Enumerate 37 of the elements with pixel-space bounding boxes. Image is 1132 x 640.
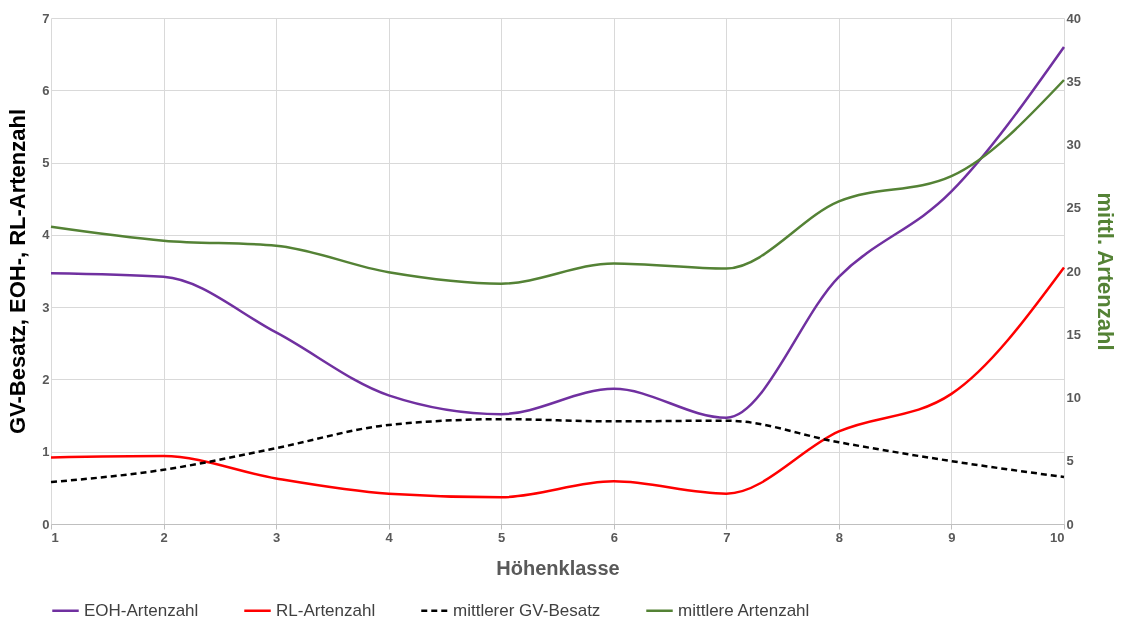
y-axis-title: GV-Besatz, EOH-, RL-Artenzahl bbox=[5, 108, 31, 435]
y2-tick-label: 0 bbox=[1066, 516, 1074, 532]
y2-tick-label: 15 bbox=[1066, 326, 1081, 342]
x-tick-label: 9 bbox=[948, 529, 956, 545]
y2-tick-label: 40 bbox=[1066, 10, 1081, 26]
line-series bbox=[49, 78, 1066, 285]
x-tick-label: 5 bbox=[498, 529, 506, 545]
y-tick-label: 3 bbox=[42, 299, 50, 315]
y2-tick-label: 30 bbox=[1066, 137, 1081, 152]
x-tick-label: 6 bbox=[610, 529, 618, 545]
y2-tick-label: 20 bbox=[1066, 263, 1081, 279]
y2-tick-label: 10 bbox=[1066, 390, 1081, 405]
x-tick-label: 4 bbox=[385, 529, 394, 545]
y2-tick-label: 5 bbox=[1066, 453, 1074, 469]
y-tick-label: 6 bbox=[42, 82, 50, 98]
legend-label: EOH-Artenzahl bbox=[84, 600, 199, 620]
x-tick-label: 8 bbox=[835, 529, 844, 545]
y-tick-label: 0 bbox=[42, 516, 50, 532]
x-axis-title: Höhenklasse bbox=[496, 556, 620, 579]
y-tick-label: 5 bbox=[42, 155, 50, 171]
y2-tick-label: 25 bbox=[1066, 200, 1081, 216]
line-series bbox=[49, 45, 1066, 419]
line-series bbox=[49, 417, 1066, 484]
x-tick-label: 10 bbox=[1050, 529, 1065, 545]
y-tick-label: 1 bbox=[42, 444, 50, 460]
y-tick-label: 7 bbox=[42, 10, 50, 26]
x-tick-label: 7 bbox=[723, 529, 731, 545]
legend-label: RL-Artenzahl bbox=[276, 600, 376, 620]
line-series bbox=[49, 266, 1066, 499]
x-tick-label: 2 bbox=[160, 529, 168, 545]
y2-axis-title: mittl. Artenzahl bbox=[1092, 192, 1118, 351]
x-tick-label: 3 bbox=[272, 529, 281, 545]
legend-label: mittlere Artenzahl bbox=[678, 600, 810, 620]
y-tick-label: 4 bbox=[42, 227, 51, 243]
y2-tick-label: 35 bbox=[1066, 73, 1081, 89]
legend-label: mittlerer GV-Besatz bbox=[453, 600, 601, 620]
y-tick-label: 2 bbox=[42, 371, 50, 387]
